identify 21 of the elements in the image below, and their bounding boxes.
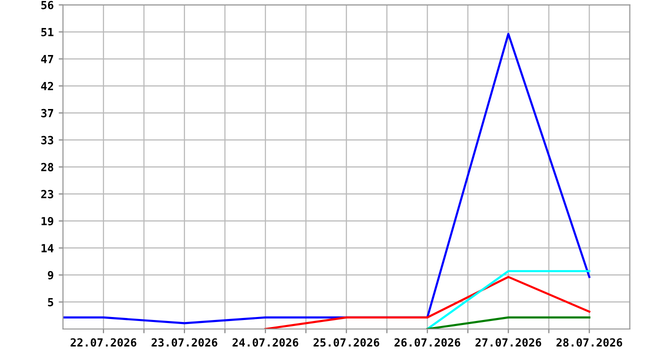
y-tick-label: 51	[41, 28, 54, 36]
y-tick-label: 14	[42, 244, 54, 252]
y-tick-label: 37	[41, 108, 54, 118]
x-tick-label: 25.07.2026	[314, 338, 380, 347]
x-tick-label: 26.07.2026	[394, 338, 460, 347]
x-tick-label: 22.07.2026	[70, 338, 136, 347]
line-series	[62, 32, 590, 324]
y-tick-label: 9	[48, 271, 54, 280]
x-tick-label: 23.07.2026	[152, 338, 218, 347]
x-tick-label: 24.07.2026	[232, 338, 298, 347]
y-tick-label: 5	[48, 298, 54, 306]
y-tick-label: 33	[41, 136, 54, 144]
y-tick-label: 56	[41, 0, 54, 10]
x-tick-label: 28.07.2026	[556, 338, 622, 347]
y-tick-label: 28	[41, 162, 54, 172]
y-tick-label: 23	[41, 190, 54, 198]
line-series	[264, 276, 590, 329]
x-tick-label: 27.07.2026	[476, 338, 542, 347]
y-tick-label: 19	[42, 217, 54, 226]
y-tick-label: 42	[41, 82, 54, 90]
y-tick-label: 47	[41, 55, 54, 64]
